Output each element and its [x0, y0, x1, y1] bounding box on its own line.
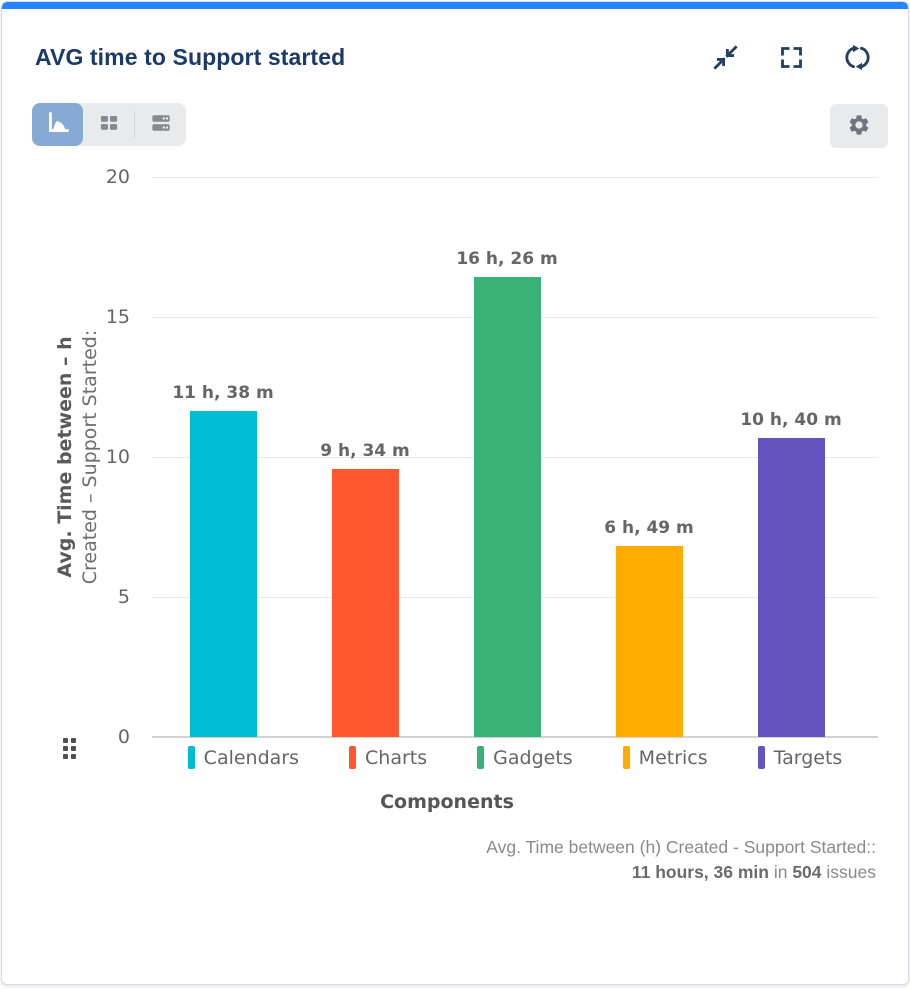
summary-line2: 11 hours, 36 min in 504 issues	[631, 862, 876, 882]
y-axis-title: Avg. Time between – h Created – Support …	[53, 330, 103, 585]
y-tick-label: 0	[117, 726, 130, 748]
legend-marker-icon	[757, 746, 765, 769]
legend-item-metrics[interactable]: Metrics	[622, 746, 708, 769]
summary-value: 11 hours, 36 min	[631, 862, 769, 882]
chart-view-button[interactable]	[32, 103, 83, 146]
collapse-icon	[712, 44, 739, 74]
y-tick-label: 15	[105, 306, 130, 328]
bar-value-label: 11 h, 38 m	[172, 383, 274, 404]
drag-handle-icon[interactable]	[63, 738, 76, 759]
y-tick-label: 5	[117, 586, 130, 608]
legend-item-calendars[interactable]: Calendars	[187, 746, 300, 769]
summary-line1: Avg. Time between (h) Created - Support …	[486, 837, 876, 857]
table-icon	[96, 110, 122, 139]
collapse-button[interactable]	[710, 44, 740, 74]
legend-marker-icon	[622, 746, 630, 769]
x-axis-title: Components	[380, 791, 514, 813]
legend-label: Charts	[365, 746, 428, 769]
settings-button[interactable]	[830, 104, 888, 148]
bar-value-label: 6 h, 49 m	[604, 518, 694, 539]
legend-marker-icon	[477, 746, 485, 769]
legend-marker-icon	[349, 746, 357, 769]
gear-icon	[847, 113, 871, 140]
legend-label: Calendars	[203, 746, 300, 769]
y-tick-label: 10	[105, 446, 130, 468]
refresh-icon	[844, 44, 871, 74]
accent-bar	[2, 2, 908, 9]
rows-icon	[148, 110, 174, 139]
rows-view-button[interactable]	[135, 103, 186, 146]
bar-targets[interactable]	[757, 438, 825, 737]
toolbar-divider	[134, 111, 135, 138]
legend-label: Gadgets	[493, 746, 573, 769]
view-toggle-group	[32, 103, 186, 146]
bar-gadgets[interactable]	[473, 276, 541, 737]
y-axis-title-line2: Created – Support Started:	[79, 329, 101, 585]
bar-metrics[interactable]	[615, 546, 683, 737]
fullscreen-button[interactable]	[776, 44, 806, 74]
legend-label: Metrics	[638, 746, 708, 769]
fullscreen-icon	[778, 44, 805, 74]
legend-label: Targets	[773, 746, 843, 769]
gridline	[152, 736, 878, 738]
page-title: AVG time to Support started	[35, 44, 346, 70]
legend-item-gadgets[interactable]: Gadgets	[477, 746, 573, 769]
bar-value-label: 16 h, 26 m	[456, 248, 558, 269]
legend-marker-icon	[187, 746, 195, 769]
y-axis-title-line1: Avg. Time between – h	[54, 336, 76, 578]
summary-count: 504	[792, 862, 822, 882]
bar-value-label: 9 h, 34 m	[320, 441, 410, 462]
y-tick-label: 20	[105, 166, 130, 188]
legend-item-targets[interactable]: Targets	[757, 746, 843, 769]
bar-value-label: 10 h, 40 m	[740, 410, 842, 431]
summary-text: Avg. Time between (h) Created - Support …	[486, 835, 876, 885]
chart-legend: Calendars Charts Gadgets Metrics Targets	[152, 746, 878, 769]
legend-item-charts[interactable]: Charts	[349, 746, 427, 769]
bar-charts[interactable]	[331, 469, 399, 737]
area-chart-icon	[45, 110, 71, 139]
bar-calendars[interactable]	[189, 411, 257, 737]
gridline	[152, 177, 878, 178]
header-actions	[710, 44, 872, 74]
refresh-button[interactable]	[842, 44, 872, 74]
table-view-button[interactable]	[83, 103, 134, 146]
